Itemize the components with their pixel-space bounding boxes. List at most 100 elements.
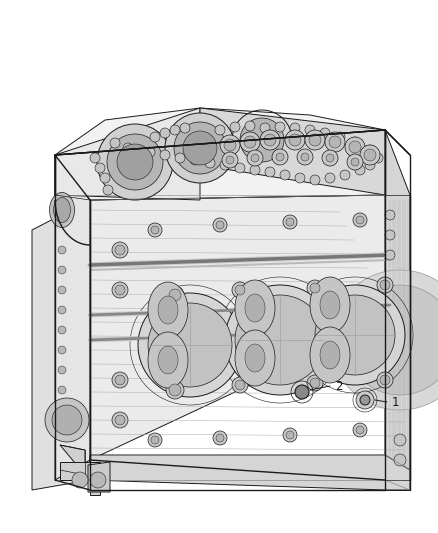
- Circle shape: [315, 295, 395, 375]
- Circle shape: [283, 428, 297, 442]
- Circle shape: [97, 124, 173, 200]
- Ellipse shape: [310, 277, 350, 333]
- Circle shape: [301, 153, 309, 161]
- Circle shape: [325, 132, 345, 152]
- Circle shape: [235, 295, 325, 385]
- Circle shape: [360, 145, 380, 165]
- Circle shape: [240, 132, 260, 152]
- Circle shape: [309, 134, 321, 146]
- Circle shape: [100, 173, 110, 183]
- Circle shape: [215, 125, 225, 135]
- Circle shape: [115, 375, 125, 385]
- Circle shape: [275, 122, 285, 132]
- Circle shape: [380, 280, 390, 290]
- Circle shape: [148, 303, 232, 387]
- Circle shape: [310, 283, 320, 293]
- Circle shape: [356, 426, 364, 434]
- Circle shape: [247, 150, 263, 166]
- Polygon shape: [90, 195, 410, 460]
- Circle shape: [305, 125, 315, 135]
- Circle shape: [58, 346, 66, 354]
- Ellipse shape: [235, 280, 275, 336]
- Circle shape: [283, 215, 297, 229]
- Circle shape: [326, 154, 334, 162]
- Circle shape: [103, 185, 113, 195]
- Circle shape: [245, 121, 255, 131]
- Circle shape: [232, 282, 248, 298]
- Ellipse shape: [320, 341, 340, 369]
- Circle shape: [213, 218, 227, 232]
- Circle shape: [365, 160, 375, 170]
- Circle shape: [240, 118, 284, 162]
- Circle shape: [265, 167, 275, 177]
- Circle shape: [394, 434, 406, 446]
- Circle shape: [320, 128, 330, 138]
- Circle shape: [272, 149, 288, 165]
- Circle shape: [310, 175, 320, 185]
- Circle shape: [305, 130, 325, 150]
- Circle shape: [340, 170, 350, 180]
- Circle shape: [286, 431, 294, 439]
- Circle shape: [190, 155, 200, 165]
- Circle shape: [220, 160, 230, 170]
- Circle shape: [349, 141, 361, 153]
- Polygon shape: [385, 130, 410, 480]
- Circle shape: [123, 143, 133, 153]
- Circle shape: [226, 156, 234, 164]
- Circle shape: [58, 366, 66, 374]
- Ellipse shape: [245, 344, 265, 372]
- Circle shape: [112, 242, 128, 258]
- Circle shape: [112, 372, 128, 388]
- Circle shape: [276, 153, 284, 161]
- Circle shape: [112, 412, 128, 428]
- Circle shape: [364, 149, 376, 161]
- Circle shape: [225, 285, 335, 395]
- Circle shape: [285, 130, 305, 150]
- Circle shape: [213, 431, 227, 445]
- Circle shape: [151, 436, 159, 444]
- Circle shape: [260, 130, 280, 150]
- Circle shape: [220, 135, 240, 155]
- Circle shape: [330, 270, 438, 410]
- Circle shape: [325, 173, 335, 183]
- Circle shape: [264, 134, 276, 146]
- Circle shape: [230, 122, 240, 132]
- Circle shape: [260, 123, 270, 133]
- Circle shape: [232, 377, 248, 393]
- Circle shape: [385, 250, 395, 260]
- Circle shape: [58, 246, 66, 254]
- Circle shape: [356, 216, 364, 224]
- Circle shape: [115, 285, 125, 295]
- Circle shape: [58, 386, 66, 394]
- Text: 1: 1: [392, 395, 399, 408]
- Circle shape: [58, 406, 66, 414]
- Ellipse shape: [49, 192, 74, 228]
- Ellipse shape: [310, 327, 350, 383]
- Circle shape: [160, 128, 170, 138]
- Circle shape: [356, 391, 374, 409]
- Ellipse shape: [158, 296, 178, 324]
- Circle shape: [150, 132, 160, 142]
- Polygon shape: [90, 455, 410, 490]
- Circle shape: [235, 380, 245, 390]
- Circle shape: [180, 123, 190, 133]
- Circle shape: [353, 213, 367, 227]
- Circle shape: [307, 375, 323, 391]
- Circle shape: [169, 289, 181, 301]
- Circle shape: [58, 286, 66, 294]
- Circle shape: [58, 266, 66, 274]
- Circle shape: [224, 139, 236, 151]
- Circle shape: [45, 398, 89, 442]
- Circle shape: [170, 125, 180, 135]
- Ellipse shape: [235, 330, 275, 386]
- Polygon shape: [200, 108, 385, 195]
- Circle shape: [355, 165, 365, 175]
- Circle shape: [350, 137, 360, 147]
- Circle shape: [295, 173, 305, 183]
- Circle shape: [385, 230, 395, 240]
- Circle shape: [160, 150, 170, 160]
- Circle shape: [380, 375, 390, 385]
- Circle shape: [347, 154, 363, 170]
- Circle shape: [216, 434, 224, 442]
- Circle shape: [329, 136, 341, 148]
